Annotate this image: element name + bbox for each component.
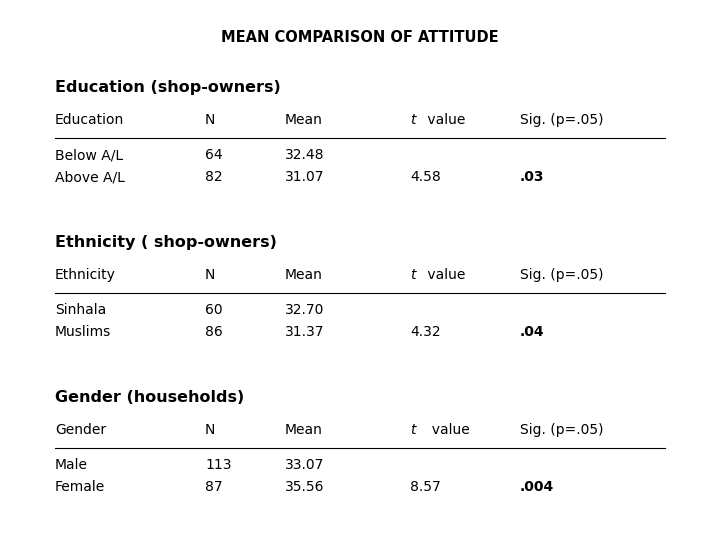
Text: Male: Male [55, 458, 88, 472]
Text: value: value [423, 113, 465, 127]
Text: .004: .004 [520, 480, 554, 494]
Text: Sig. (p=.05): Sig. (p=.05) [520, 423, 603, 437]
Text: 35.56: 35.56 [285, 480, 325, 494]
Text: 113: 113 [205, 458, 232, 472]
Text: Sig. (p=.05): Sig. (p=.05) [520, 113, 603, 127]
Text: t: t [410, 423, 415, 437]
Text: Education (shop-owners): Education (shop-owners) [55, 80, 281, 95]
Text: 4.58: 4.58 [410, 170, 441, 184]
Text: 31.37: 31.37 [285, 325, 325, 339]
Text: Ethnicity: Ethnicity [55, 268, 116, 282]
Text: Female: Female [55, 480, 105, 494]
Text: Ethnicity ( shop-owners): Ethnicity ( shop-owners) [55, 235, 277, 250]
Text: value: value [423, 423, 469, 437]
Text: 64: 64 [205, 148, 222, 162]
Text: N: N [205, 113, 215, 127]
Text: Muslims: Muslims [55, 325, 112, 339]
Text: t: t [410, 268, 415, 282]
Text: Education: Education [55, 113, 125, 127]
Text: 87: 87 [205, 480, 222, 494]
Text: 31.07: 31.07 [285, 170, 325, 184]
Text: Above A/L: Above A/L [55, 170, 125, 184]
Text: Gender (households): Gender (households) [55, 390, 244, 405]
Text: 8.57: 8.57 [410, 480, 441, 494]
Text: 4.32: 4.32 [410, 325, 441, 339]
Text: N: N [205, 268, 215, 282]
Text: 32.70: 32.70 [285, 303, 325, 317]
Text: 86: 86 [205, 325, 222, 339]
Text: 33.07: 33.07 [285, 458, 325, 472]
Text: Sig. (p=.05): Sig. (p=.05) [520, 268, 603, 282]
Text: Mean: Mean [285, 113, 323, 127]
Text: .03: .03 [520, 170, 544, 184]
Text: 60: 60 [205, 303, 222, 317]
Text: Gender: Gender [55, 423, 106, 437]
Text: value: value [423, 268, 465, 282]
Text: Sinhala: Sinhala [55, 303, 107, 317]
Text: MEAN COMPARISON OF ATTITUDE: MEAN COMPARISON OF ATTITUDE [221, 30, 499, 45]
Text: Mean: Mean [285, 268, 323, 282]
Text: 82: 82 [205, 170, 222, 184]
Text: 32.48: 32.48 [285, 148, 325, 162]
Text: t: t [410, 113, 415, 127]
Text: N: N [205, 423, 215, 437]
Text: Below A/L: Below A/L [55, 148, 123, 162]
Text: Mean: Mean [285, 423, 323, 437]
Text: .04: .04 [520, 325, 544, 339]
